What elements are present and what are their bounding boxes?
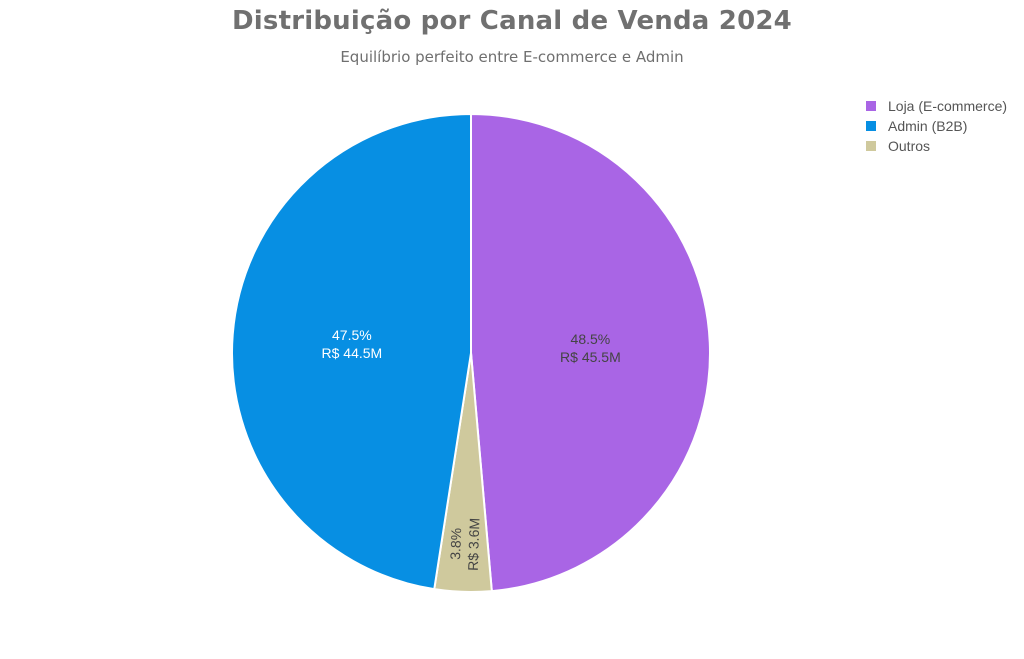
slice-percent-label: 3.8%	[447, 528, 464, 560]
slice-label-outros: 3.8% R$ 3.6M	[447, 518, 483, 571]
slice-value-label: R$ 3.6M	[465, 518, 483, 571]
legend-item-admin[interactable]: Admin (B2B)	[866, 116, 1007, 136]
chart-legend: Loja (E-commerce) Admin (B2B) Outros	[866, 96, 1007, 156]
legend-swatch-outros	[866, 141, 876, 151]
pie-slice-admin-b2b[interactable]	[231, 113, 472, 591]
legend-swatch-admin	[866, 121, 876, 131]
chart-title: Distribuição por Canal de Venda 2024	[232, 6, 792, 36]
slice-label-admin-b2b: 47.5% R$ 44.5M	[322, 327, 383, 361]
chart-subtitle: Equilíbrio perfeito entre E-commerce e A…	[340, 48, 684, 66]
slice-percent-label: 48.5%	[571, 331, 611, 347]
slice-percent-label: 47.5%	[332, 327, 372, 343]
pie-slice-loja-e-commerce[interactable]	[470, 113, 711, 593]
legend-item-outros[interactable]: Outros	[866, 136, 1007, 156]
legend-item-loja[interactable]: Loja (E-commerce)	[866, 96, 1007, 116]
legend-label-loja: Loja (E-commerce)	[888, 98, 1008, 114]
legend-label-outros: Outros	[888, 138, 931, 154]
slice-label-loja-e-commerce: 48.5% R$ 45.5M	[560, 331, 621, 365]
slice-value-label: R$ 44.5M	[322, 345, 383, 361]
legend-swatch-loja	[866, 101, 876, 111]
legend-label-admin: Admin (B2B)	[888, 118, 968, 134]
slice-value-label: R$ 45.5M	[560, 349, 621, 365]
